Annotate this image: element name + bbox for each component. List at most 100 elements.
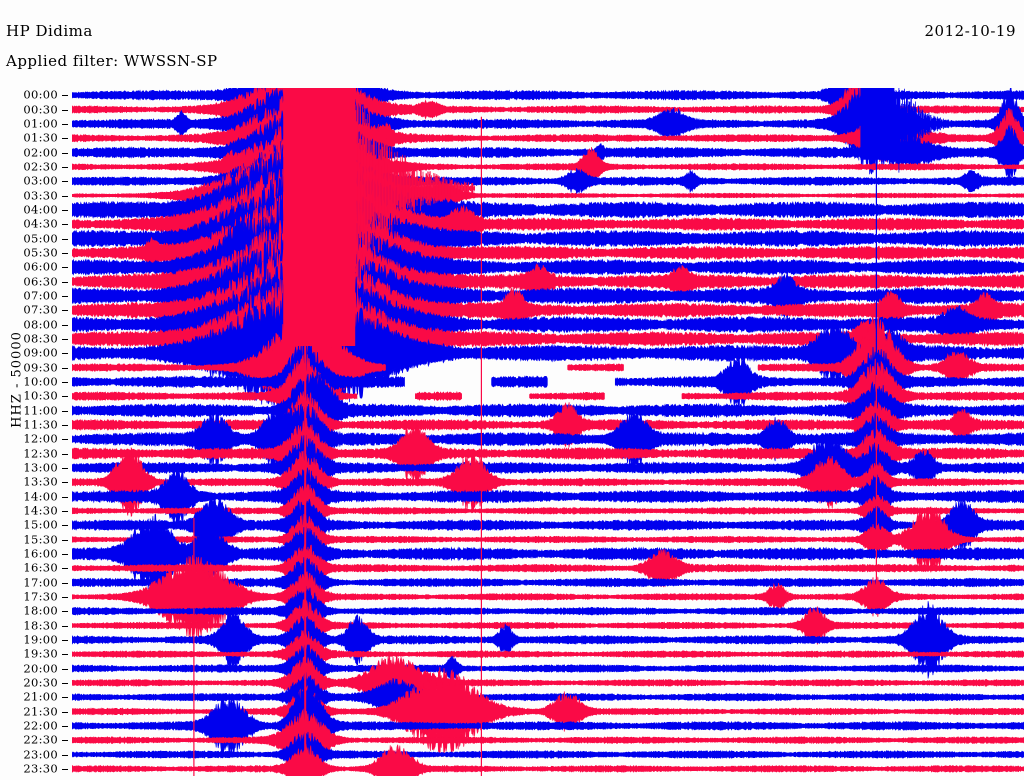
- time-tick: [62, 669, 68, 670]
- time-label: 04:30: [23, 216, 58, 231]
- time-tick: [62, 540, 68, 541]
- time-tick: [62, 210, 68, 211]
- time-label: 19:00: [23, 632, 58, 647]
- time-tick: [62, 167, 68, 168]
- time-tick: [62, 396, 68, 397]
- trace-21-30: [72, 666, 1024, 757]
- time-tick: [62, 597, 68, 598]
- time-label: 02:30: [23, 159, 58, 174]
- time-label: 15:00: [23, 517, 58, 532]
- time-tick: [62, 568, 68, 569]
- time-label: 08:30: [23, 331, 58, 346]
- time-tick: [62, 325, 68, 326]
- time-label: 23:00: [23, 746, 58, 761]
- time-label: 09:00: [23, 345, 58, 360]
- seismogram-canvas: [72, 88, 1024, 776]
- time-tick: [62, 124, 68, 125]
- time-tick: [62, 181, 68, 182]
- time-tick: [62, 726, 68, 727]
- time-label: 13:30: [23, 474, 58, 489]
- trace-14-00: [72, 465, 1024, 528]
- time-label: 18:30: [23, 617, 58, 632]
- time-label: 03:00: [23, 173, 58, 188]
- time-label: 14:00: [23, 488, 58, 503]
- time-tick: [62, 310, 68, 311]
- time-tick: [62, 425, 68, 426]
- time-tick: [62, 611, 68, 612]
- major-event-block: [283, 88, 356, 346]
- time-axis: 00:00 00:30 01:00 01:30 02:00 02:30 03:00 03:30…: [0, 88, 68, 776]
- time-label: 16:00: [23, 546, 58, 561]
- time-label: 01:00: [23, 116, 58, 131]
- time-label: 04:00: [23, 202, 58, 217]
- time-label: 10:00: [23, 374, 58, 389]
- time-tick: [62, 339, 68, 340]
- time-tick: [62, 755, 68, 756]
- time-tick: [62, 282, 68, 283]
- time-label: 22:00: [23, 718, 58, 733]
- trace-20-30: [72, 654, 1024, 712]
- trace-13-30: [72, 447, 1024, 518]
- time-tick: [62, 95, 68, 96]
- time-label: 00:30: [23, 101, 58, 116]
- time-tick: [62, 110, 68, 111]
- time-tick: [62, 411, 68, 412]
- time-tick: [62, 239, 68, 240]
- time-tick: [62, 138, 68, 139]
- time-tick: [62, 640, 68, 641]
- time-tick: [62, 368, 68, 369]
- time-tick: [62, 382, 68, 383]
- time-label: 11:00: [23, 402, 58, 417]
- time-label: 17:00: [23, 574, 58, 589]
- time-tick: [62, 583, 68, 584]
- time-label: 13:00: [23, 460, 58, 475]
- time-label: 07:00: [23, 288, 58, 303]
- time-label: 17:30: [23, 589, 58, 604]
- time-tick: [62, 740, 68, 741]
- trace-23-30: [72, 743, 1024, 776]
- time-tick: [62, 196, 68, 197]
- time-label: 06:30: [23, 273, 58, 288]
- time-tick: [62, 296, 68, 297]
- time-tick: [62, 468, 68, 469]
- time-label: 20:00: [23, 660, 58, 675]
- time-label: 09:30: [23, 359, 58, 374]
- time-label: 08:00: [23, 316, 58, 331]
- time-tick: [62, 454, 68, 455]
- time-tick: [62, 497, 68, 498]
- time-label: 07:30: [23, 302, 58, 317]
- time-tick: [62, 511, 68, 512]
- seismogram-plot: [72, 88, 1024, 776]
- time-tick: [62, 626, 68, 627]
- time-label: 06:00: [23, 259, 58, 274]
- time-label: 16:30: [23, 560, 58, 575]
- time-label: 20:30: [23, 675, 58, 690]
- time-tick: [62, 683, 68, 684]
- time-tick: [62, 554, 68, 555]
- time-label: 05:00: [23, 230, 58, 245]
- station-name: HP Didima: [6, 22, 93, 40]
- time-label: 05:30: [23, 245, 58, 260]
- major-event-block: [860, 88, 895, 160]
- time-label: 11:30: [23, 417, 58, 432]
- time-label: 21:30: [23, 703, 58, 718]
- time-label: 02:00: [23, 144, 58, 159]
- time-tick: [62, 482, 68, 483]
- time-label: 01:30: [23, 130, 58, 145]
- time-label: 10:30: [23, 388, 58, 403]
- time-tick: [62, 697, 68, 698]
- time-label: 12:30: [23, 445, 58, 460]
- time-label: 21:00: [23, 689, 58, 704]
- time-tick: [62, 712, 68, 713]
- time-tick: [62, 439, 68, 440]
- time-label: 03:30: [23, 187, 58, 202]
- time-label: 12:00: [23, 431, 58, 446]
- time-label: 19:30: [23, 646, 58, 661]
- time-label: 14:30: [23, 503, 58, 518]
- time-tick: [62, 769, 68, 770]
- date-label: 2012-10-19: [924, 22, 1016, 40]
- time-tick: [62, 224, 68, 225]
- time-tick: [62, 525, 68, 526]
- time-label: 22:30: [23, 732, 58, 747]
